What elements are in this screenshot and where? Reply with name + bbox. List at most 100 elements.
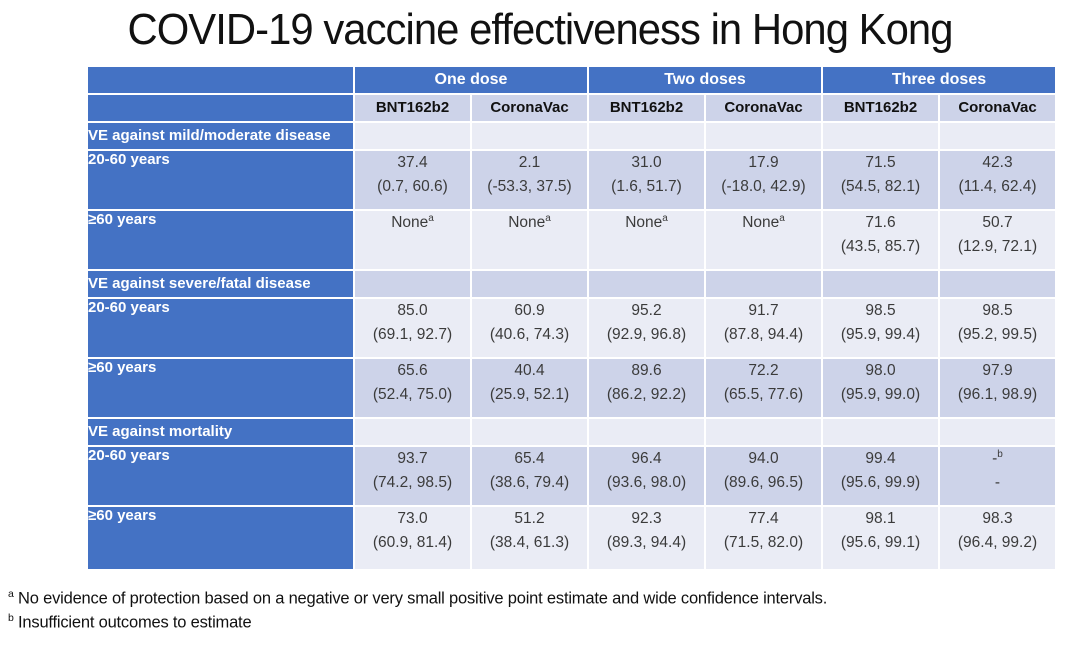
ve-point-estimate: 98.3 xyxy=(982,509,1013,527)
value-cell: 72.2 (65.5, 77.6) xyxy=(706,358,821,417)
ve-table-body: One dose Two doses Three doses BNT162b2 Coro… xyxy=(88,66,1055,569)
ve-point-estimate: 51.2 xyxy=(514,509,545,527)
table-row: 20-60 years 85.0 (69.1, 92.7) 60.9 (40.6, 74… xyxy=(88,298,1055,357)
ve-point-estimate: 98.1 xyxy=(865,509,896,527)
value-cell: 99.4 (95.6, 99.9) xyxy=(823,446,938,505)
age-row-label: ≥60 years xyxy=(88,506,353,569)
section-row-label: VE against mortality xyxy=(88,418,353,445)
ve-confidence-interval: (69.1, 92.7) xyxy=(372,325,453,343)
brand-header: BNT162b2 xyxy=(589,94,704,121)
value-cell: 51.2 (38.4, 61.3) xyxy=(472,506,587,569)
footnote-b: b Insufficient outcomes to estimate xyxy=(8,611,1080,635)
ve-point-estimate: 60.9 xyxy=(514,301,545,319)
ve-confidence-interval: (12.9, 72.1) xyxy=(957,237,1038,255)
ve-confidence-interval: (95.9, 99.0) xyxy=(840,385,921,403)
ve-confidence-interval: (43.5, 85.7) xyxy=(840,237,921,255)
ve-confidence-interval: (95.2, 99.5) xyxy=(957,325,1038,343)
section-empty-cell xyxy=(472,122,587,149)
footnote-a: a No evidence of protection based on a n… xyxy=(8,587,1080,611)
section-empty-cell xyxy=(823,418,938,445)
brand-header-left-cell xyxy=(88,94,353,121)
ve-confidence-interval: (1.6, 51.7) xyxy=(611,177,682,195)
brand-header: BNT162b2 xyxy=(355,94,470,121)
ve-confidence-interval: (71.5, 82.0) xyxy=(723,533,804,551)
ve-point-estimate: 99.4 xyxy=(865,449,896,467)
ve-point-estimate: 89.6 xyxy=(631,361,662,379)
ve-point-estimate: 95.2 xyxy=(631,301,662,319)
ve-point-estimate: 37.4 xyxy=(397,153,428,171)
value-cell: 71.6 (43.5, 85.7) xyxy=(823,210,938,269)
value-cell: 73.0 (60.9, 81.4) xyxy=(355,506,470,569)
age-row-label: 20-60 years xyxy=(88,446,353,505)
table-row: ≥60 years 73.0 (60.9, 81.4) 51.2 (38.4, 61.3… xyxy=(88,506,1055,569)
brand-header: BNT162b2 xyxy=(823,94,938,121)
value-cell: 2.1 (-53.3, 37.5) xyxy=(472,150,587,209)
ve-table: One dose Two doses Three doses BNT162b2 Coro… xyxy=(86,65,1057,571)
value-cell: 60.9 (40.6, 74.3) xyxy=(472,298,587,357)
ve-point-estimate: 97.9 xyxy=(982,361,1013,379)
value-cell: 71.5 (54.5, 82.1) xyxy=(823,150,938,209)
section-empty-cell xyxy=(355,270,470,297)
dose-group-header: One dose xyxy=(355,66,587,93)
value-cell: 93.7 (74.2, 98.5) xyxy=(355,446,470,505)
footnote-a-text: No evidence of protection based on a neg… xyxy=(18,589,828,608)
ve-point-estimate: 98.0 xyxy=(865,361,896,379)
value-cell: 17.9 (-18.0, 42.9) xyxy=(706,150,821,209)
dose-header-row: One dose Two doses Three doses xyxy=(88,66,1055,93)
section-empty-cell xyxy=(589,122,704,149)
dose-group-header: Two doses xyxy=(589,66,821,93)
table-row: 20-60 years 93.7 (74.2, 98.5) 65.4 (38.6, 79… xyxy=(88,446,1055,505)
value-cell: 94.0 (89.6, 96.5) xyxy=(706,446,821,505)
section-empty-cell xyxy=(355,122,470,149)
page-title: COVID-19 vaccine effectiveness in Hong K… xyxy=(127,5,953,54)
ve-point-estimate: 85.0 xyxy=(397,301,428,319)
section-row-label: VE against severe/fatal disease xyxy=(88,270,353,297)
value-cell: 92.3 (89.3, 94.4) xyxy=(589,506,704,569)
value-cell: 50.7 (12.9, 72.1) xyxy=(940,210,1055,269)
ve-point-estimate: 65.4 xyxy=(514,449,545,467)
ve-point-estimate: Nonea xyxy=(508,212,551,231)
value-cell: 91.7 (87.8, 94.4) xyxy=(706,298,821,357)
ve-confidence-interval: (96.4, 99.2) xyxy=(957,533,1038,551)
section-row-label: VE against mild/moderate disease xyxy=(88,122,353,149)
ve-point-estimate: Nonea xyxy=(625,212,668,231)
value-cell: 77.4 (71.5, 82.0) xyxy=(706,506,821,569)
section-header-row: VE against mild/moderate disease xyxy=(88,122,1055,149)
section-empty-cell xyxy=(940,270,1055,297)
value-cell: 98.1 (95.6, 99.1) xyxy=(823,506,938,569)
table-row: 20-60 years 37.4 (0.7, 60.6) 2.1 (-53.3, 37.… xyxy=(88,150,1055,209)
section-empty-cell xyxy=(589,270,704,297)
ve-confidence-interval: (0.7, 60.6) xyxy=(377,177,448,195)
ve-point-estimate: 77.4 xyxy=(748,509,779,527)
ve-confidence-interval: (60.9, 81.4) xyxy=(372,533,453,551)
ve-point-estimate: 31.0 xyxy=(631,153,662,171)
section-empty-cell xyxy=(940,418,1055,445)
ve-confidence-interval: (74.2, 98.5) xyxy=(372,473,453,491)
section-empty-cell xyxy=(823,122,938,149)
section-empty-cell xyxy=(589,418,704,445)
value-cell: Nonea xyxy=(706,210,821,269)
section-empty-cell xyxy=(706,270,821,297)
value-cell: 42.3 (11.4, 62.4) xyxy=(940,150,1055,209)
value-cell: Nonea xyxy=(472,210,587,269)
value-cell: 98.5 (95.2, 99.5) xyxy=(940,298,1055,357)
ve-confidence-interval: (92.9, 96.8) xyxy=(606,325,687,343)
value-cell: Nonea xyxy=(355,210,470,269)
ve-point-estimate: -b xyxy=(992,448,1003,467)
value-cell: 31.0 (1.6, 51.7) xyxy=(589,150,704,209)
ve-confidence-interval: (95.9, 99.4) xyxy=(840,325,921,343)
brand-header: CoronaVac xyxy=(472,94,587,121)
ve-confidence-interval: (38.6, 79.4) xyxy=(489,473,570,491)
ve-confidence-interval: (54.5, 82.1) xyxy=(840,177,921,195)
section-header-row: VE against mortality xyxy=(88,418,1055,445)
footnote-reference: b xyxy=(997,448,1003,460)
ve-point-estimate: 93.7 xyxy=(397,449,428,467)
ve-confidence-interval: (86.2, 92.2) xyxy=(606,385,687,403)
ve-confidence-interval: (65.5, 77.6) xyxy=(723,385,804,403)
table-row: ≥60 years Nonea Nonea Nonea Nonea 71.6 (43.5, … xyxy=(88,210,1055,269)
ve-confidence-interval: (87.8, 94.4) xyxy=(723,325,804,343)
ve-point-estimate: 17.9 xyxy=(748,153,779,171)
ve-confidence-interval: (52.4, 75.0) xyxy=(372,385,453,403)
age-row-label: 20-60 years xyxy=(88,150,353,209)
ve-point-estimate: 98.5 xyxy=(865,301,896,319)
